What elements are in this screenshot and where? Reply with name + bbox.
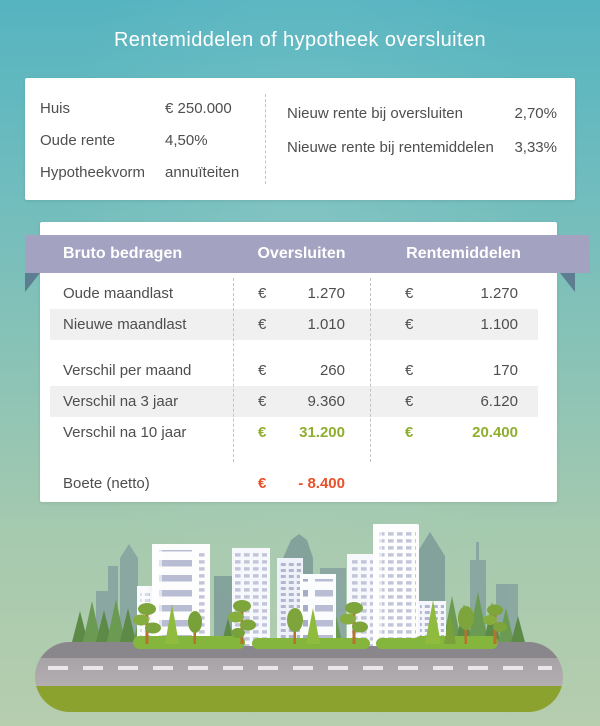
building	[373, 524, 419, 646]
table-row: Nieuwe maandlast € 1.010 € 1.100	[40, 309, 557, 340]
round-tree	[287, 608, 303, 644]
column-divider	[233, 278, 234, 462]
euro-sign: €	[405, 424, 414, 441]
euro-sign: €	[258, 424, 267, 441]
info-value: 4,50%	[165, 131, 208, 149]
header-rentemiddelen: Rentemiddelen	[406, 245, 521, 262]
layered-tree	[340, 602, 368, 644]
cell-rentemiddelen: € 170	[370, 362, 557, 379]
cell-rentemiddelen: € 1.270	[370, 285, 557, 302]
layered-tree	[133, 603, 161, 644]
info-label: Huis	[40, 99, 71, 117]
fir-tree	[425, 600, 441, 644]
table-header-ribbon: Bruto bedragen Oversluiten Rentemiddelen	[25, 235, 590, 273]
euro-sign: €	[258, 475, 267, 492]
cell-value: 1.270	[480, 285, 518, 302]
table-row: Verschil na 10 jaar € 31.200 € 20.400	[40, 417, 557, 448]
column-divider	[370, 278, 371, 462]
page-title: Rentemiddelen of hypotheek oversluiten	[113, 29, 487, 51]
euro-sign: €	[258, 316, 267, 333]
header-bruto-bedragen: Bruto bedragen	[63, 245, 183, 262]
dashed-divider	[265, 94, 266, 184]
city-illustration	[35, 524, 563, 712]
row-label: Oude maandlast	[63, 285, 174, 302]
row-label: Boete (netto)	[63, 475, 150, 492]
road-platform	[35, 642, 563, 712]
info-row: Oude rente 4,50%	[40, 124, 265, 156]
building	[152, 544, 210, 646]
info-value: annuïteiten	[165, 163, 240, 181]
round-tree	[458, 606, 474, 644]
info-label: Oude rente	[40, 131, 116, 149]
info-value: 2,70%	[514, 104, 557, 122]
cell-oversluiten: € 260	[233, 362, 370, 379]
cell-value: 6.120	[480, 393, 518, 410]
cell-oversluiten: € 1.010	[233, 316, 370, 333]
euro-sign: €	[405, 393, 414, 410]
cell-value: - 8.400	[298, 475, 345, 492]
cell-oversluiten: € 9.360	[233, 393, 370, 410]
info-row: Nieuw rente bij oversluiten 2,70%	[287, 96, 557, 130]
info-label: Nieuw rente bij oversluiten	[287, 104, 463, 122]
table-rows: Oude maandlast € 1.270 € 1.270 Nieuwe ma…	[40, 278, 557, 499]
mortgage-info-panel: Huis € 250.000 Oude rente 4,50% Hypothee…	[25, 78, 575, 200]
table-row: Oude maandlast € 1.270 € 1.270	[40, 278, 557, 309]
euro-sign: €	[405, 285, 414, 302]
info-value: € 250.000	[165, 99, 232, 117]
header-oversluiten: Oversluiten	[257, 245, 346, 262]
info-row: Hypotheekvorm annuïteiten	[40, 156, 265, 188]
building	[277, 558, 303, 646]
cell-rentemiddelen: € 1.100	[370, 316, 557, 333]
euro-sign: €	[405, 316, 414, 333]
buildings	[137, 524, 446, 646]
info-left-column: Huis € 250.000 Oude rente 4,50% Hypothee…	[25, 78, 265, 200]
row-label: Verschil na 10 jaar	[63, 424, 187, 441]
info-row: Nieuwe rente bij rentemiddelen 3,33%	[287, 130, 557, 164]
cell-value: 9.360	[307, 393, 345, 410]
cell-rentemiddelen: € 6.120	[370, 393, 557, 410]
cell-rentemiddelen: € 20.400	[370, 424, 557, 441]
table-row: Verschil na 3 jaar € 9.360 € 6.120	[40, 386, 557, 417]
cell-oversluiten: € 1.270	[233, 285, 370, 302]
info-right-column: Nieuw rente bij oversluiten 2,70% Nieuwe…	[265, 78, 575, 200]
cell-value: 20.400	[472, 424, 518, 441]
euro-sign: €	[258, 362, 267, 379]
fir-tree	[444, 614, 456, 644]
cell-oversluiten: € - 8.400	[233, 475, 370, 492]
building	[232, 548, 270, 646]
layered-tree	[228, 600, 256, 644]
table-row: Boete (netto) € - 8.400	[40, 468, 557, 499]
info-label: Nieuwe rente bij rentemiddelen	[287, 138, 494, 156]
fir-tree	[306, 608, 320, 644]
euro-sign: €	[258, 393, 267, 410]
layered-tree	[483, 604, 507, 644]
table-row: Verschil per maand € 260 € 170	[40, 355, 557, 386]
cell-oversluiten: € 31.200	[233, 424, 370, 441]
ribbon-fold-right	[560, 273, 575, 292]
cell-value: 260	[319, 362, 345, 379]
row-label: Verschil per maand	[63, 362, 192, 379]
comparison-table: Bruto bedragen Oversluiten Rentemiddelen…	[25, 222, 590, 505]
row-label: Nieuwe maandlast	[63, 316, 187, 333]
info-value: 3,33%	[514, 138, 557, 156]
cell-value: 1.010	[307, 316, 345, 333]
cell-value: 31.200	[299, 424, 345, 441]
euro-sign: €	[405, 362, 414, 379]
info-label: Hypotheekvorm	[40, 163, 146, 181]
info-row: Huis € 250.000	[40, 92, 265, 124]
cell-value: 1.270	[307, 285, 345, 302]
row-label: Verschil na 3 jaar	[63, 393, 179, 410]
euro-sign: €	[258, 285, 267, 302]
cell-value: 1.100	[480, 316, 518, 333]
round-tree	[188, 611, 202, 644]
cell-value: 170	[492, 362, 518, 379]
trees	[133, 600, 507, 644]
ribbon-fold-left	[25, 273, 40, 292]
fir-tree	[165, 604, 179, 644]
